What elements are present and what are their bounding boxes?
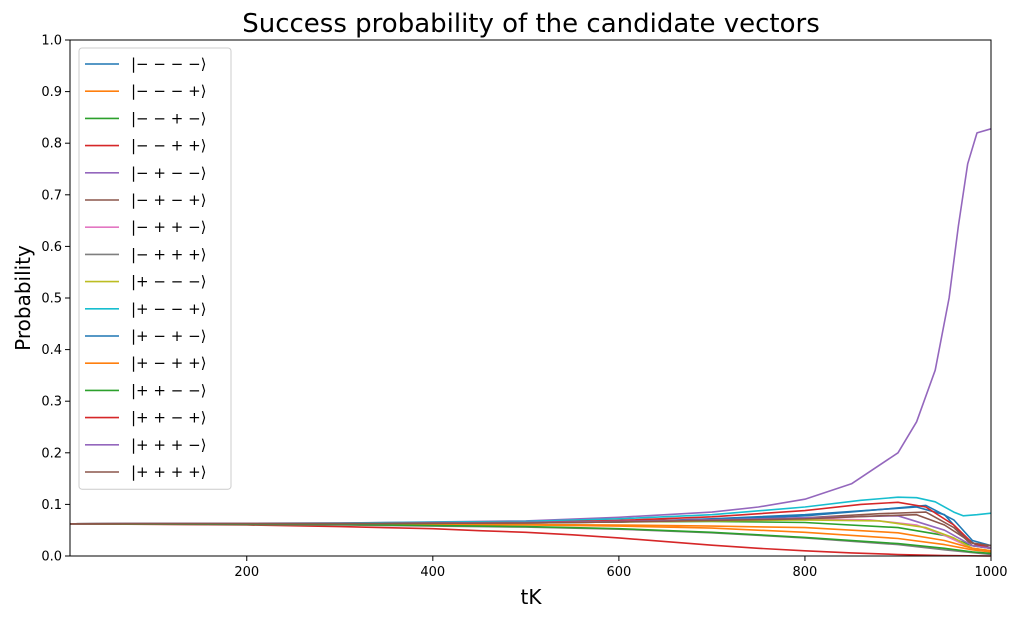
x-tick-label: 1000 <box>974 565 1007 580</box>
x-tick-label: 200 <box>234 565 259 580</box>
chart-title: Success probability of the candidate vec… <box>242 9 820 39</box>
legend-box <box>78 47 232 490</box>
x-tick-label: 400 <box>420 565 445 580</box>
legend-entry: |− + − +⟩ <box>131 191 206 209</box>
legend-entry: |− + + +⟩ <box>131 245 206 263</box>
series-line-7 <box>69 522 992 556</box>
y-axis-label: Probability <box>11 245 35 351</box>
legend-entry: |− + − −⟩ <box>131 164 206 182</box>
series-line-12 <box>69 522 992 555</box>
y-tick-label: 0.1 <box>41 498 62 513</box>
plot-frame <box>69 39 992 557</box>
legend-entry: |+ − + +⟩ <box>131 354 206 372</box>
legend-entry: |− − + +⟩ <box>131 137 206 155</box>
x-tick-label: 800 <box>793 565 818 580</box>
legend-entry: |− − − +⟩ <box>131 82 206 100</box>
series-lines <box>69 128 992 557</box>
y-tick-label: 0.2 <box>41 446 62 461</box>
series-line-3 <box>69 523 992 557</box>
legend-entry: |+ − − −⟩ <box>131 273 206 291</box>
series-line-4 <box>69 128 992 525</box>
legend-entry: |+ − + −⟩ <box>131 327 206 345</box>
series-line-1 <box>69 522 992 553</box>
legend-entry: |+ + − +⟩ <box>131 409 206 427</box>
x-tick-label: 600 <box>606 565 631 580</box>
legend-entry: |+ + + +⟩ <box>131 463 206 481</box>
y-tick-label: 1.0 <box>41 34 62 49</box>
legend-entry: |− − − −⟩ <box>131 55 206 73</box>
y-tick-label: 0.3 <box>41 395 62 410</box>
y-tick-label: 0.0 <box>41 550 62 565</box>
legend-entry: |− + + −⟩ <box>131 218 206 236</box>
legend-entry: |+ + + −⟩ <box>131 436 206 454</box>
y-tick-label: 0.7 <box>41 188 62 203</box>
series-line-15 <box>69 513 992 547</box>
series-line-9 <box>69 496 992 525</box>
x-axis-label: tK <box>521 585 543 609</box>
y-tick-label: 0.4 <box>41 343 62 358</box>
y-tick-label: 0.9 <box>41 85 62 100</box>
y-tick-label: 0.5 <box>41 292 62 307</box>
legend-entry: |− − + −⟩ <box>131 109 206 127</box>
axis-ticks: 200 400 600 800 1000 0.0 0.1 0.2 0.3 0.4 0.5 0.6 0.7… <box>41 34 1007 581</box>
y-tick-label: 0.8 <box>41 137 62 152</box>
legend-entry: |+ + − −⟩ <box>131 381 206 399</box>
legend-entry: |+ − − +⟩ <box>131 300 206 318</box>
y-tick-label: 0.6 <box>41 240 62 255</box>
series-line-11 <box>69 522 992 552</box>
legend: |− − − −⟩ |− − − +⟩ |− − + −⟩ |− − + +⟩ |− +… <box>78 47 232 490</box>
